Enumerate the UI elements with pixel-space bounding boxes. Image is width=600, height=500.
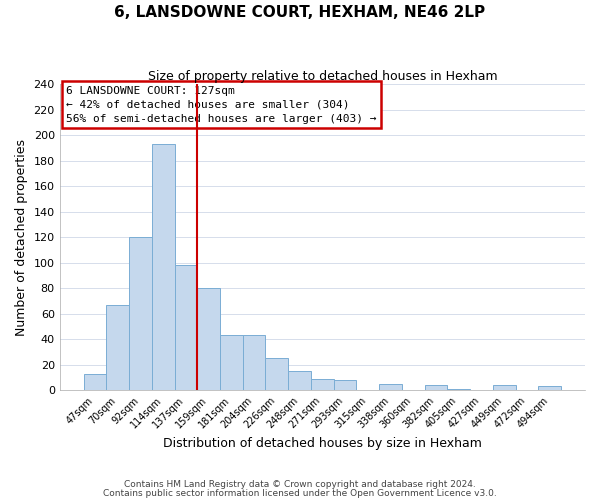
Bar: [265, 358, 288, 390]
X-axis label: Distribution of detached houses by size in Hexham: Distribution of detached houses by size …: [163, 437, 482, 450]
Text: 6, LANSDOWNE COURT, HEXHAM, NE46 2LP: 6, LANSDOWNE COURT, HEXHAM, NE46 2LP: [115, 5, 485, 20]
Bar: [83, 374, 106, 390]
Bar: [538, 386, 561, 390]
Bar: [311, 379, 334, 390]
Bar: [197, 288, 220, 390]
Bar: [379, 384, 402, 390]
Text: Contains public sector information licensed under the Open Government Licence v3: Contains public sector information licen…: [103, 490, 497, 498]
Bar: [448, 389, 470, 390]
Bar: [175, 266, 197, 390]
Bar: [288, 371, 311, 390]
Bar: [493, 385, 515, 390]
Y-axis label: Number of detached properties: Number of detached properties: [15, 138, 28, 336]
Bar: [106, 305, 129, 390]
Bar: [334, 380, 356, 390]
Bar: [425, 385, 448, 390]
Title: Size of property relative to detached houses in Hexham: Size of property relative to detached ho…: [148, 70, 497, 83]
Text: Contains HM Land Registry data © Crown copyright and database right 2024.: Contains HM Land Registry data © Crown c…: [124, 480, 476, 489]
Bar: [220, 336, 243, 390]
Bar: [129, 237, 152, 390]
Bar: [152, 144, 175, 390]
Bar: [243, 336, 265, 390]
Text: 6 LANSDOWNE COURT: 127sqm
← 42% of detached houses are smaller (304)
56% of semi: 6 LANSDOWNE COURT: 127sqm ← 42% of detac…: [67, 86, 377, 124]
